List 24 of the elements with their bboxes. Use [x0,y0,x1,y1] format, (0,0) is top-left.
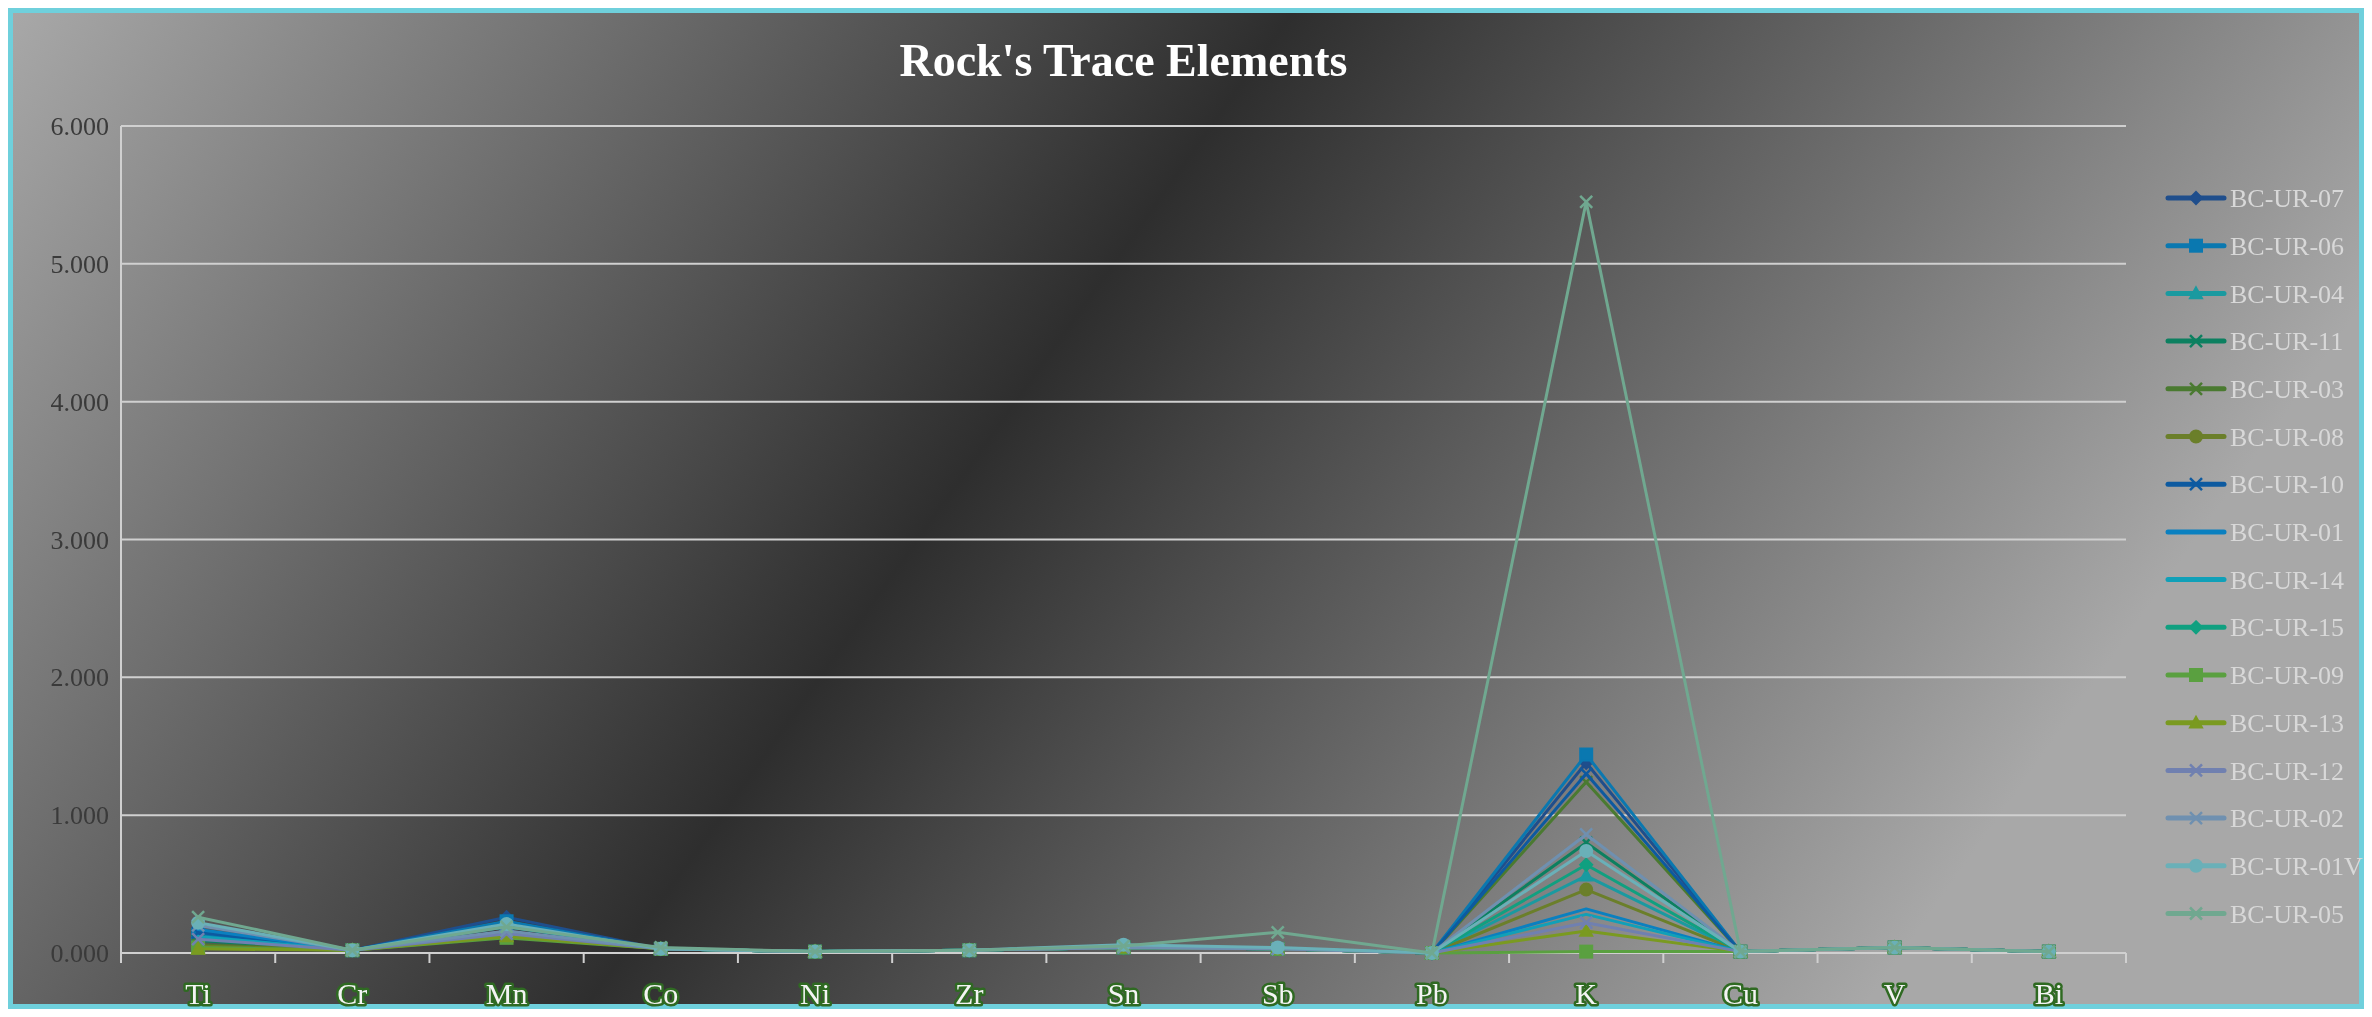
x-tick-label: Cu [1722,976,1758,1010]
legend-label: BC-UR-11 [2230,327,2344,357]
x-tick-label: Mn [485,976,528,1010]
x-tick-label: Ni [800,976,831,1010]
x-tick-label: V [1883,976,1906,1010]
x-tick-label: Sb [1261,976,1294,1010]
y-tick-label: 5.000 [50,249,109,279]
x-tick-label: Cr [337,976,368,1010]
x-tick-label: Pb [1416,976,1448,1010]
legend-label: BC-UR-07 [2230,184,2345,214]
y-tick-label: 3.000 [50,525,109,555]
x-tick-label: K [1575,976,1598,1010]
x-tick-label: Sn [1107,976,1140,1010]
y-tick-label: 2.000 [50,663,109,693]
y-tick-label: 4.000 [50,387,109,417]
legend-label: BC-UR-04 [2230,279,2345,309]
x-tick-label: Ti [185,976,211,1010]
x-tick-label: Co [643,976,679,1010]
legend-label: BC-UR-01V [2230,851,2364,881]
chart-title: Rock's Trace Elements [899,35,1348,86]
x-tick-label: Zr [955,976,984,1010]
x-tick-label: Bi [2034,976,2064,1010]
legend-label: BC-UR-06 [2230,231,2345,261]
y-tick-label: 6.000 [50,112,109,142]
